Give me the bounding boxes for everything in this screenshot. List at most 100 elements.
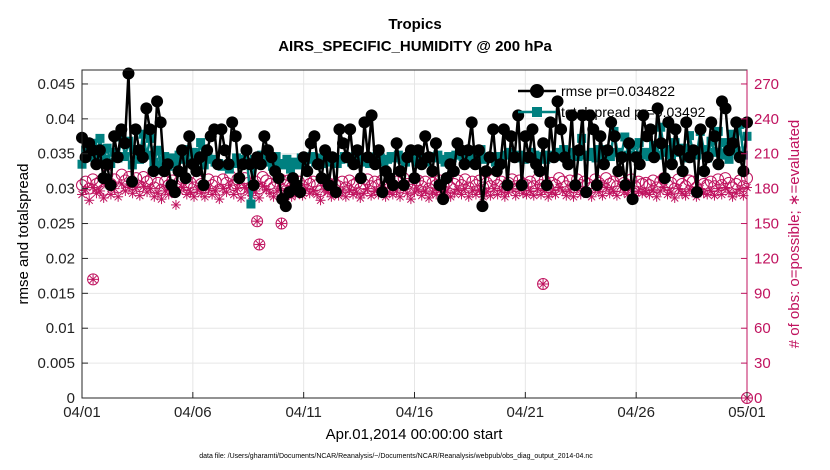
obs-possible-marker [87, 273, 100, 286]
obs-evaluated-stroke [421, 187, 430, 195]
rmse-point [140, 102, 153, 115]
rmse-point [472, 144, 485, 157]
rmse-point [93, 144, 106, 157]
rmse-point [344, 123, 357, 136]
obs-evaluated-stroke [710, 191, 719, 200]
rmse-point [537, 137, 550, 150]
rmse-point [176, 144, 189, 157]
x-tick-label: 05/01 [728, 404, 766, 421]
rmse-point [104, 179, 117, 192]
rmse-point [151, 95, 164, 108]
rmse-point [590, 179, 603, 192]
obs-evaluated-stroke [685, 185, 694, 194]
obs-evaluated-stroke [529, 191, 538, 200]
y-right-tick-label: 90 [754, 285, 771, 302]
obs-evaluated-stroke [255, 194, 263, 202]
rmse-point [569, 179, 582, 192]
rmse-point [612, 165, 625, 178]
obs-evaluated-marker [532, 183, 543, 194]
rmse-point [408, 172, 421, 185]
obs-evaluated-stroke [623, 190, 632, 199]
obs-evaluated-stroke [114, 192, 123, 201]
legend-rmse-marker [530, 84, 544, 98]
rmse-point [111, 151, 124, 164]
spread-point [160, 152, 170, 162]
spread-point [314, 153, 324, 163]
obs-evaluated-stroke [269, 192, 278, 201]
obs-evaluated-stroke [316, 196, 325, 205]
obs-evaluated-stroke [539, 280, 547, 288]
obs-evaluated-stroke [667, 188, 675, 197]
obs-evaluated-stroke [240, 183, 249, 192]
obs-evaluated-stroke [547, 188, 556, 197]
obs-evaluated-stroke [237, 194, 245, 202]
rmse-point [669, 123, 682, 136]
obs-evaluated-stroke [107, 190, 115, 199]
obs-evaluated-marker [355, 192, 366, 203]
obs-evaluated-marker [669, 192, 680, 203]
rmse-point [601, 144, 614, 157]
x-tick-label: 04/16 [396, 404, 434, 421]
x-tick-label: 04/26 [617, 404, 655, 421]
obs-evaluated-marker [666, 187, 677, 198]
rmse-point [422, 151, 435, 164]
obs-evaluated-stroke [739, 191, 748, 200]
obs-evaluated-marker [395, 191, 406, 202]
rmse-point [676, 165, 689, 178]
obs-evaluated-marker [276, 218, 287, 229]
obs-evaluated-marker [254, 239, 265, 250]
obs-evaluated-stroke [370, 187, 379, 195]
obs-evaluated-stroke [678, 189, 686, 198]
rmse-point [480, 165, 493, 178]
rmse-point [347, 158, 360, 171]
obs-evaluated-marker [528, 190, 539, 201]
spread-point [620, 132, 630, 142]
obs-evaluated-stroke [233, 184, 242, 193]
obs-evaluated-stroke [277, 219, 286, 228]
obs-evaluated-marker [254, 192, 265, 203]
obs-evaluated-marker [178, 182, 189, 193]
rmse-point [129, 123, 142, 136]
obs-evaluated-stroke [255, 240, 264, 249]
rmse-point [147, 165, 160, 178]
rmse-point [211, 158, 224, 171]
obs-evaluated-stroke [414, 185, 423, 194]
rmse-point [551, 95, 564, 108]
y-left-tick-label: 0.02 [46, 250, 75, 267]
rmse-point [565, 109, 578, 122]
y-left-tick-label: 0.035 [37, 146, 75, 163]
x-axis-label: Apr.01,2014 00:00:00 start [326, 426, 504, 443]
spread-point [282, 154, 292, 164]
obs-evaluated-marker [88, 274, 99, 285]
obs-evaluated-stroke [215, 195, 224, 203]
rmse-point [397, 179, 410, 192]
obs-evaluated-stroke [537, 190, 545, 199]
rmse-point [118, 137, 131, 150]
obs-evaluated-stroke [500, 192, 509, 201]
rmse-point [730, 116, 743, 129]
legend: rmse pr=0.034822 totalspread pr=0.03492 [518, 83, 706, 120]
obs-evaluated-stroke [179, 183, 188, 192]
obs-evaluated-stroke [634, 187, 643, 195]
rmse-point [458, 158, 471, 171]
obs-evaluated-marker [405, 194, 416, 205]
obs-evaluated-stroke [229, 190, 238, 199]
rmse-point [608, 130, 621, 143]
obs-evaluated-marker [134, 190, 145, 201]
obs-evaluated-marker [658, 182, 669, 193]
obs-evaluated-marker [232, 183, 243, 194]
spread-point [95, 133, 105, 143]
obs-evaluated-stroke [659, 183, 668, 192]
obs-evaluated-stroke [345, 185, 354, 194]
obs-evaluated-stroke [146, 184, 155, 193]
rmse-point [633, 158, 646, 171]
rmse-point [240, 144, 253, 157]
rmse-point [351, 144, 364, 157]
spread-point [196, 138, 206, 148]
y-right-tick-label: 60 [754, 320, 771, 337]
rmse-point [126, 175, 139, 188]
obs-evaluated-stroke [367, 191, 376, 200]
obs-evaluated-stroke [461, 184, 469, 193]
obs-evaluated-stroke [555, 183, 563, 192]
